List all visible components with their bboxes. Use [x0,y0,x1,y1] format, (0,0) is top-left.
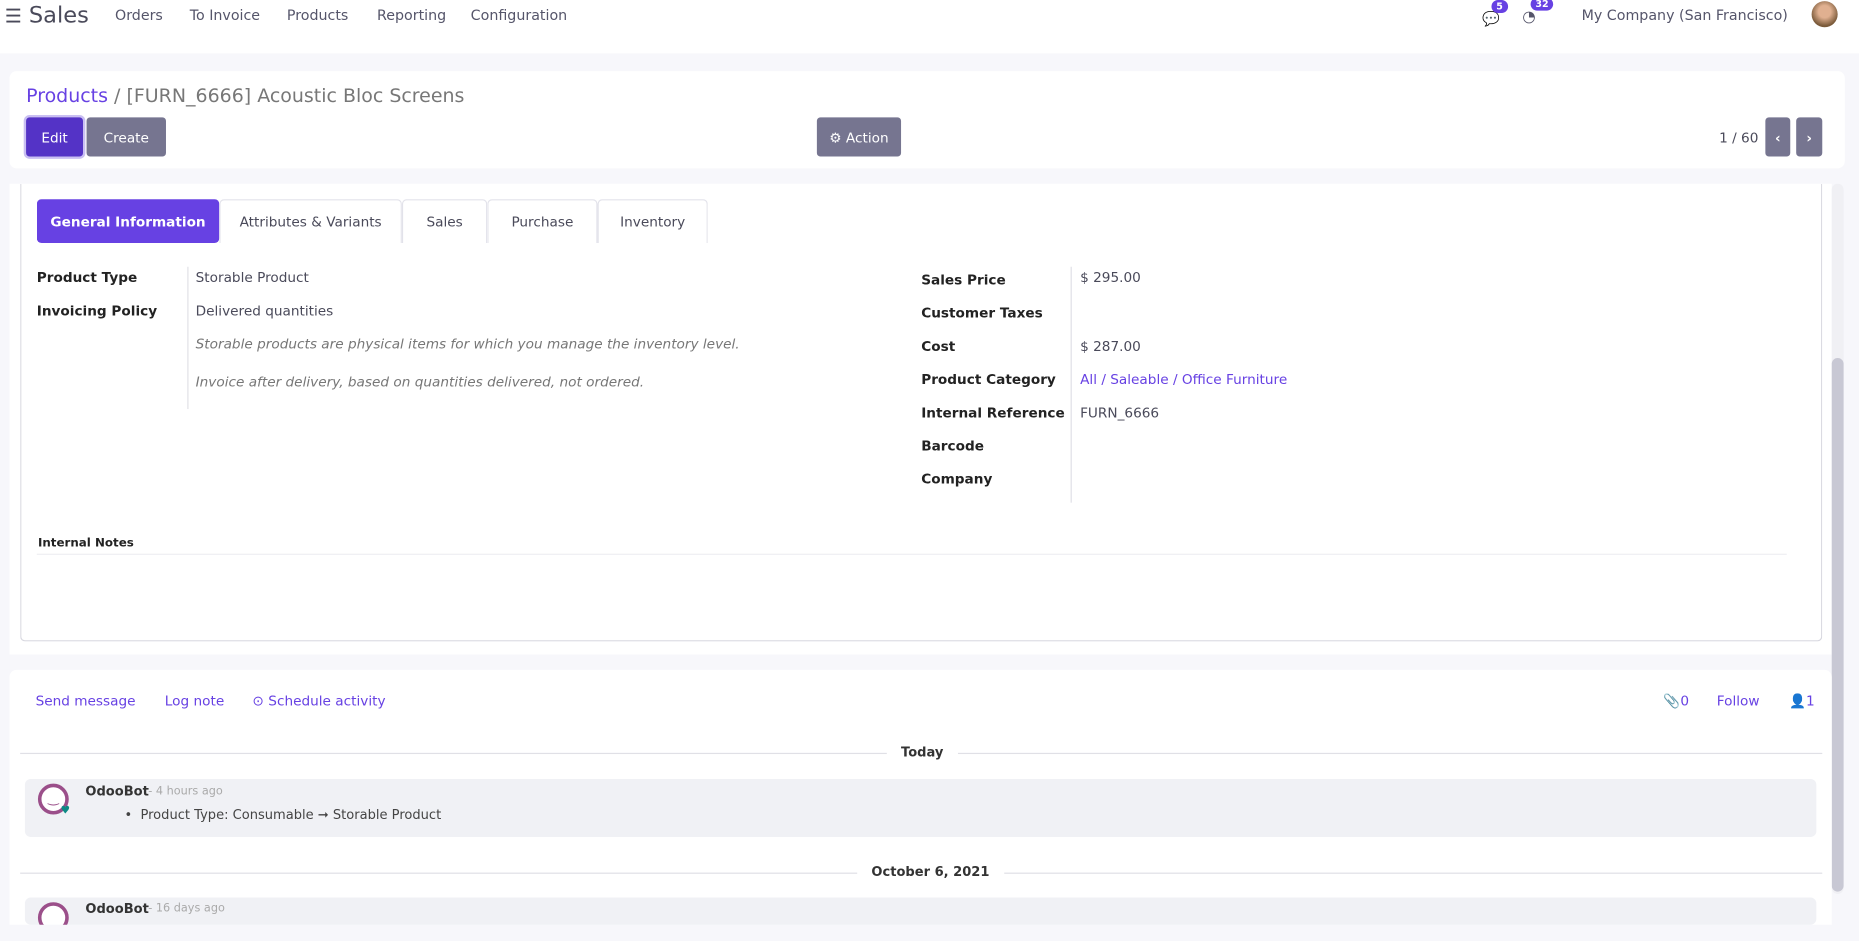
activities-button[interactable]: ◔ 32 [1522,0,1554,27]
label-product-type: Product Type [36,269,138,286]
pager-next[interactable]: › [1796,117,1823,157]
company-switcher[interactable]: My Company (San Francisco) [1581,7,1788,24]
help-invoicing-policy: Invoice after delivery, based on quantit… [195,373,645,391]
log-note-button[interactable]: Log note [164,692,225,709]
breadcrumb: Products / [FURN_6666] Acoustic Bloc Scr… [26,84,465,107]
value-internal-reference: FURN_6666 [1080,404,1160,421]
menu-configuration[interactable]: Configuration [470,7,568,24]
field-separator [187,266,189,410]
top-navbar: ☰ Sales Orders To Invoice Products Report… [0,0,1859,54]
tracking-change: • Product Type: Consumable ➞ Storable Pr… [124,807,442,823]
user-avatar[interactable] [1811,1,1838,28]
scrollbar[interactable] [1831,183,1844,894]
value-invoicing-policy: Delivered quantities [195,302,334,319]
message-time: - 4 hours ago [148,784,223,798]
clock-icon: ⊙ [252,692,269,709]
label-company: Company [921,470,993,488]
internal-notes-label: Internal Notes [37,537,134,551]
date-label: October 6, 2021 [857,864,1004,880]
value-product-type: Storable Product [195,269,309,286]
menu-icon[interactable]: ☰ [4,4,22,27]
menu-products[interactable]: Products [286,7,349,24]
label-product-category: Product Category [921,371,1056,388]
paperclip-icon: 📎 [1663,692,1681,709]
breadcrumb-products[interactable]: Products [26,84,109,107]
attachments-button[interactable]: 📎0 [1663,692,1690,709]
menu-reporting[interactable]: Reporting [377,7,447,24]
tab-inventory[interactable]: Inventory [597,199,708,244]
pager-previous[interactable]: ‹ [1765,117,1791,157]
message-author[interactable]: OdooBot [85,783,149,800]
value-sales-price: $ 295.00 [1080,269,1141,286]
gear-icon: ⚙ [829,128,846,146]
label-barcode: Barcode [921,437,984,455]
message-author[interactable]: OdooBot [85,901,149,917]
followers-button[interactable]: 👤1 [1789,692,1815,709]
tab-sales[interactable]: Sales [401,199,488,244]
odoobot-avatar[interactable] [37,902,69,925]
tab-purchase[interactable]: Purchase [487,199,598,244]
tab-attributes-variants[interactable]: Attributes & Variants [219,199,402,244]
form-sheet-border [20,183,1823,642]
chevron-left-icon: ‹ [1774,128,1781,146]
control-panel: Products / [FURN_6666] Acoustic Bloc Scr… [9,71,1845,169]
scrollbar-thumb[interactable] [1831,358,1844,892]
menu-orders[interactable]: Orders [115,7,163,24]
label-customer-taxes: Customer Taxes [921,304,1043,322]
pager-value: 1 / 60 [1719,129,1759,146]
label-sales-price: Sales Price [921,271,1006,289]
chevron-right-icon: › [1806,128,1813,146]
internal-notes-field[interactable] [36,553,1787,555]
heart-icon: ♥ [60,805,71,817]
label-internal-reference: Internal Reference [921,404,1065,421]
message: ‿ ♥ OdooBot - 4 hours ago • Product Type… [24,778,1817,838]
tab-general-information[interactable]: General Information [36,199,220,244]
odoobot-avatar[interactable]: ‿ [37,783,69,815]
menu-to-invoice[interactable]: To Invoice [189,7,261,24]
message: OdooBot - 16 days ago [24,897,1817,925]
messages-button[interactable]: 💬 5 [1482,0,1508,28]
value-product-category[interactable]: All / Saleable / Office Furniture [1080,371,1288,388]
clock-icon: ◔ [1522,8,1536,27]
create-button[interactable]: Create [86,117,166,157]
schedule-activity-button[interactable]: ⊙ Schedule activity [252,692,386,709]
action-button[interactable]: ⚙ Action [816,117,902,157]
app-brand[interactable]: ☰ Sales [4,2,89,29]
value-cost: $ 287.00 [1080,337,1141,355]
help-product-type: Storable products are physical items for… [195,335,740,353]
send-message-button[interactable]: Send message [35,692,136,709]
form-sheet [9,183,1832,655]
field-separator [1070,266,1072,503]
label-invoicing-policy: Invoicing Policy [36,302,158,319]
date-label: Today [886,744,958,760]
follow-button[interactable]: Follow [1716,692,1760,709]
user-icon: 👤 [1789,692,1807,709]
message-time: - 16 days ago [148,902,225,916]
label-cost: Cost [921,337,956,355]
chat-icon: 💬 [1482,10,1500,28]
edit-button[interactable]: Edit [26,117,83,157]
